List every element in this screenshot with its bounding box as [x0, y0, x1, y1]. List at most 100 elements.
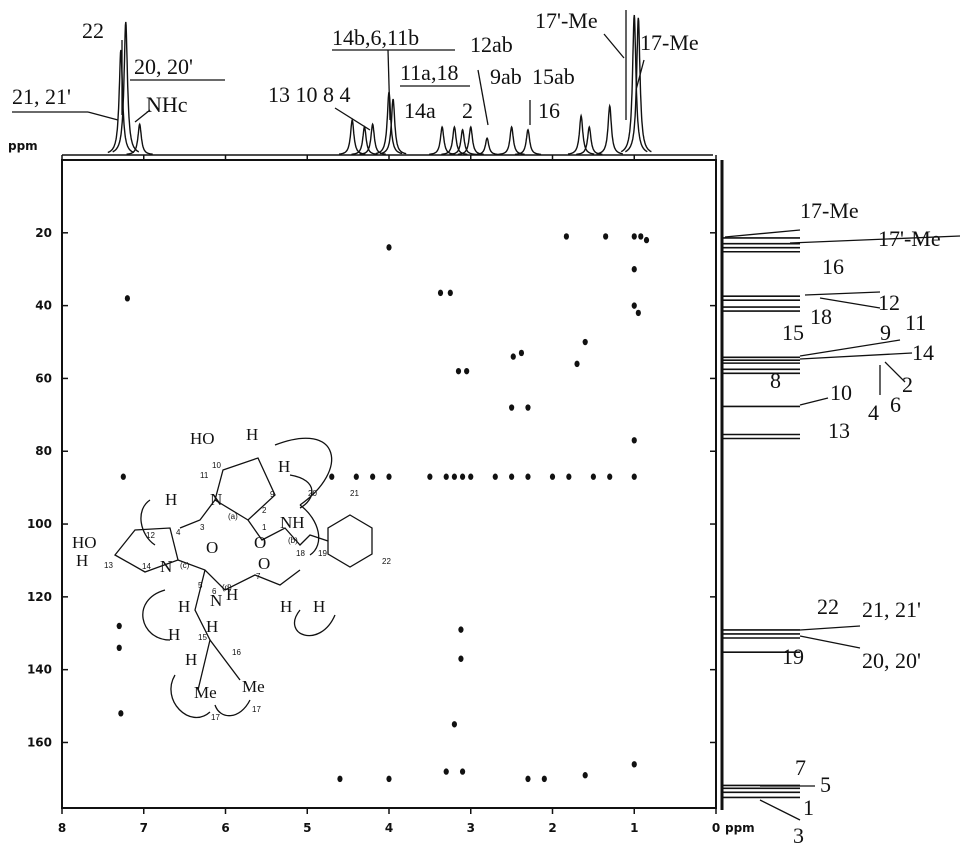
y-tick-label: 20	[35, 226, 52, 240]
carbon-label: 12	[878, 290, 900, 315]
proton-label: 13 10 8 4	[268, 82, 351, 107]
y-tick-label: 120	[27, 590, 52, 604]
proton-label: 11a,18	[400, 60, 458, 85]
structure-label: 19	[318, 549, 327, 558]
carbon-label: 11	[905, 310, 926, 335]
cross-peak	[631, 266, 637, 273]
cross-peak	[574, 360, 580, 368]
carbon-label: 20, 20'	[862, 648, 921, 673]
proton-label: 16	[538, 98, 560, 123]
structure-label: H	[246, 425, 258, 444]
structure-label: 2	[262, 506, 267, 515]
carbon-label: 3	[793, 823, 804, 848]
proton-label: 22	[82, 18, 104, 43]
leader-line	[134, 109, 151, 123]
proton-peak	[112, 21, 140, 153]
structure-label: H	[280, 597, 292, 616]
proton-label: 15ab	[532, 64, 575, 89]
proton-peak	[338, 117, 366, 155]
proton-peak	[596, 103, 623, 155]
proton-peak	[567, 113, 595, 155]
carbon-label: 18	[810, 304, 832, 329]
y-tick-label: 80	[35, 444, 52, 458]
cross-peak	[437, 289, 444, 297]
proton-label: 2	[462, 98, 473, 123]
cross-peak	[541, 775, 547, 783]
unit-label: ppm	[8, 139, 38, 153]
cross-peak	[116, 622, 122, 630]
cross-peak	[443, 473, 449, 480]
structure-label: H	[185, 650, 197, 669]
leader-line	[477, 69, 489, 126]
carbon-label: 13	[828, 418, 850, 443]
hmbc-arrow	[170, 674, 211, 719]
cross-peak	[582, 772, 588, 779]
x-tick-label: 3	[467, 821, 475, 835]
structure-drawing	[114, 437, 373, 719]
structure-label: O	[206, 538, 218, 557]
carbon-label: 19	[782, 644, 804, 669]
proton-label: 21, 21'	[12, 84, 71, 109]
structure-label: O	[258, 554, 270, 573]
leader-line	[724, 229, 801, 238]
cross-peak	[451, 721, 457, 728]
carbon-label: 21, 21'	[862, 597, 921, 622]
plot-frame	[61, 159, 717, 809]
x-tick-label: 8	[58, 821, 66, 835]
structure-label: 7	[256, 572, 261, 581]
structure-label: 4	[176, 528, 181, 537]
proton-peak	[429, 125, 456, 155]
structure-label: 5	[198, 581, 203, 590]
leader-line	[789, 235, 961, 244]
cross-peak	[458, 655, 464, 662]
structure-label: 16	[232, 648, 241, 657]
proton-label: 17-Me	[640, 30, 699, 55]
x-tick-label: 7	[140, 821, 148, 835]
carbon-label: 16	[822, 254, 844, 279]
cross-peak	[563, 233, 569, 240]
cross-peak	[118, 710, 124, 717]
cross-peak	[468, 473, 474, 480]
structure-label: Me	[242, 677, 265, 696]
hmbc-arrow	[214, 699, 251, 717]
benzene-ring	[327, 514, 373, 568]
structure-label: (a)	[228, 512, 238, 521]
proton-peak	[514, 128, 542, 156]
proton-label: 9ab	[490, 64, 522, 89]
carbon-label: 2	[902, 372, 913, 397]
structure-label: 17	[252, 705, 261, 714]
cross-peak	[525, 404, 531, 411]
structure-label: 14	[142, 562, 151, 571]
leader-line	[799, 635, 861, 649]
proton-label: 14b,6,11b	[332, 25, 419, 50]
structure-label: 12	[146, 531, 155, 540]
carbon-label: 14	[912, 340, 934, 365]
proton-peak	[379, 98, 407, 155]
proton-label: 14a	[404, 98, 436, 123]
proton-peak	[474, 137, 501, 156]
carbon-label: 10	[830, 380, 852, 405]
carbon-label: 1	[803, 795, 814, 820]
proton-peak	[498, 125, 525, 155]
leader-line	[603, 33, 625, 59]
structure-label: 22	[382, 557, 391, 566]
cross-peak	[631, 473, 637, 480]
proton-label: 20, 20'	[134, 54, 193, 79]
chain-bond	[194, 569, 211, 691]
structure-label: H	[165, 490, 177, 509]
structure-label: 18	[296, 549, 305, 558]
cross-peak	[427, 473, 433, 480]
label-decorations	[12, 10, 961, 821]
hmbc-arrow	[142, 589, 171, 641]
structure-label: 6	[212, 587, 217, 596]
cross-peak	[455, 367, 462, 375]
cross-peak	[635, 309, 641, 317]
chain-bond	[247, 519, 329, 546]
cross-peak	[525, 775, 531, 783]
cross-peak	[459, 768, 466, 775]
structure-label: HO	[72, 533, 97, 552]
structure-label: 17	[211, 713, 220, 722]
cross-peak	[525, 473, 531, 480]
cross-peak	[459, 473, 466, 480]
